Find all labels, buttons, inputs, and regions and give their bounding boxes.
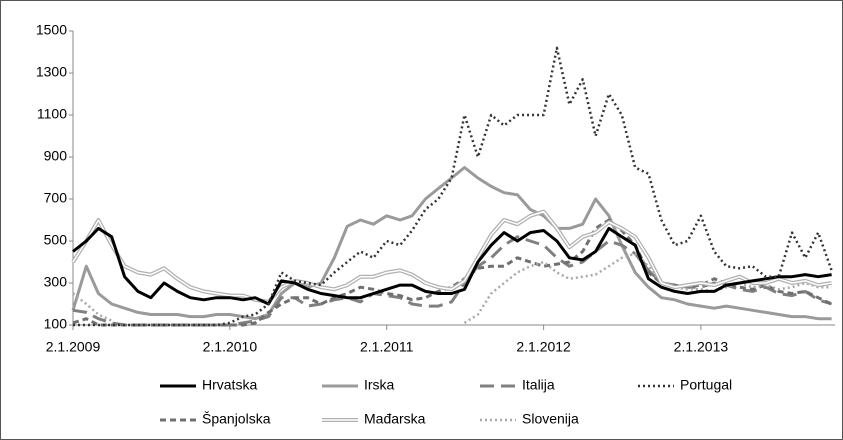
legend-label: Portugal <box>680 377 732 393</box>
x-tick-label: 2.1.2011 <box>360 339 414 355</box>
y-tick-label: 1500 <box>36 22 67 38</box>
series-line <box>72 292 113 322</box>
legend-label: Španjolska <box>202 411 271 427</box>
x-tick-label: 2.1.2012 <box>516 339 571 355</box>
x-tick-label: 2.1.2010 <box>203 339 258 355</box>
series-line <box>463 252 832 324</box>
y-tick-label: 300 <box>44 274 68 290</box>
y-tick-label: 100 <box>44 316 68 332</box>
legend-label: Mađarska <box>364 411 426 427</box>
legend-label: Italija <box>522 377 555 393</box>
series-line <box>72 226 832 306</box>
y-tick-label: 700 <box>44 190 68 206</box>
legend-label: Hrvatska <box>202 377 257 393</box>
y-tick-label: 1300 <box>36 64 67 80</box>
series-line <box>71 166 832 321</box>
legend-label: Slovenija <box>522 411 579 427</box>
y-tick-label: 900 <box>44 148 68 164</box>
legend-label: Irska <box>364 377 395 393</box>
y-tick-label: 500 <box>44 232 68 248</box>
series-line <box>73 46 833 327</box>
x-tick-label: 2.1.2013 <box>674 339 729 355</box>
series-line-inner <box>72 210 832 303</box>
y-tick-label: 1100 <box>37 106 67 122</box>
x-tick-label: 2.1.2009 <box>46 339 101 355</box>
